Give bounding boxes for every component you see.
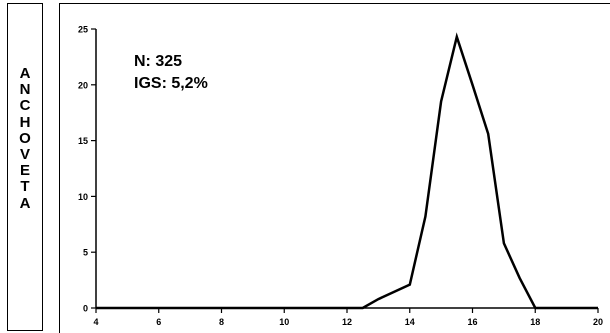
y-tick-label: 0 xyxy=(83,304,88,314)
x-tick-label: 16 xyxy=(467,317,477,327)
annotation-igs: IGS: 5,2% xyxy=(134,75,208,92)
y-tick-label: 20 xyxy=(78,80,88,90)
x-tick-label: 10 xyxy=(279,317,289,327)
species-label-letter: E xyxy=(19,162,30,180)
species-label-letter: T xyxy=(20,178,30,196)
x-axis-ticks: 4 6 8 10 12 14 16 18 20 xyxy=(93,308,603,327)
y-tick-label: 25 xyxy=(78,25,88,35)
species-label-letter: H xyxy=(19,113,31,131)
x-tick-label: 14 xyxy=(405,317,415,327)
x-tick-label: 4 xyxy=(93,317,98,327)
chart-axes xyxy=(95,29,598,309)
y-axis-ticks: 0 5 10 15 20 25 xyxy=(78,25,96,314)
chart-series xyxy=(96,32,598,310)
x-tick-label: 20 xyxy=(593,317,603,327)
species-label-letter: V xyxy=(19,146,30,164)
annotation-n: N: 325 xyxy=(134,53,182,70)
x-tick-label: 12 xyxy=(342,317,352,327)
species-label-letter: N xyxy=(19,81,31,99)
species-label-letter: C xyxy=(19,97,31,115)
y-tick-label: 15 xyxy=(78,136,88,146)
x-tick-label: 18 xyxy=(530,317,540,327)
species-label-letter: A xyxy=(19,194,31,212)
x-tick-label: 8 xyxy=(219,317,224,327)
chart-frame xyxy=(59,3,610,333)
y-tick-label: 5 xyxy=(83,248,88,258)
series-line xyxy=(96,32,598,310)
species-label-letter: O xyxy=(19,129,31,147)
x-tick-label: 6 xyxy=(156,317,161,327)
species-label-letter: A xyxy=(19,65,31,82)
y-tick-label: 10 xyxy=(78,192,88,202)
